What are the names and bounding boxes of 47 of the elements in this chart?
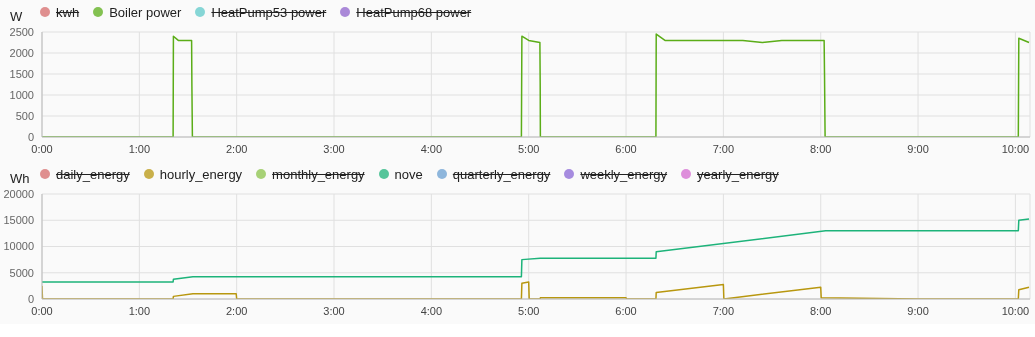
x-tick-label: 7:00 xyxy=(712,304,735,317)
x-tick-label: 9:00 xyxy=(907,142,929,155)
legend-label: weekly_energy xyxy=(580,166,668,182)
x-tick-label: 1:00 xyxy=(128,304,151,317)
legend-label: yearly_energy xyxy=(697,166,779,182)
x-tick-label: 2:00 xyxy=(225,304,248,317)
legend-label: HeatPump68 power xyxy=(356,4,472,20)
x-tick-label: 3:00 xyxy=(323,304,345,317)
y-tick-label: 0 xyxy=(27,130,34,143)
x-tick-label: 9:00 xyxy=(907,304,929,317)
x-tick-label: 0:00 xyxy=(31,142,53,155)
x-tick-label: 3:00 xyxy=(323,142,345,155)
legend-label: quarterly_energy xyxy=(452,166,551,182)
y-tick-label: 1500 xyxy=(9,67,34,80)
legend-label: daily_energy xyxy=(56,166,130,182)
legend-label: Boiler power xyxy=(109,4,182,20)
y-tick-label: 10000 xyxy=(3,240,34,253)
line-series xyxy=(42,218,1030,283)
x-tick-label: 10:00 xyxy=(1001,304,1030,317)
y-axis-title: Wh xyxy=(10,170,31,186)
x-tick-label: 10:00 xyxy=(1001,142,1030,155)
y-tick-label: 2500 xyxy=(9,25,34,38)
x-tick-label: 0:00 xyxy=(31,304,53,317)
x-tick-label: 1:00 xyxy=(128,142,151,155)
y-tick-label: 2000 xyxy=(9,46,34,59)
legend-label: hourly_energy xyxy=(159,166,243,182)
x-tick-label: 6:00 xyxy=(615,304,637,317)
y-tick-label: 0 xyxy=(27,292,34,305)
y-tick-label: 5000 xyxy=(9,266,34,279)
legend-label: kwh xyxy=(56,4,80,20)
y-tick-label: 15000 xyxy=(3,214,34,227)
y-tick-label: 1000 xyxy=(9,88,34,101)
x-tick-label: 2:00 xyxy=(225,142,248,155)
x-tick-label: 8:00 xyxy=(810,142,832,155)
x-tick-label: 5:00 xyxy=(517,142,540,155)
y-axis-title: W xyxy=(10,8,24,24)
x-tick-label: 5:00 xyxy=(517,304,540,317)
legend-label: HeatPump53 power xyxy=(211,4,327,20)
legend-label: monthly_energy xyxy=(272,166,365,182)
y-tick-label: 20000 xyxy=(3,187,34,200)
legend-label: nove xyxy=(394,166,423,182)
x-tick-label: 7:00 xyxy=(712,142,735,155)
x-tick-label: 6:00 xyxy=(615,142,637,155)
x-tick-label: 4:00 xyxy=(420,142,443,155)
x-tick-label: 8:00 xyxy=(810,304,832,317)
x-tick-label: 4:00 xyxy=(420,304,443,317)
y-tick-label: 500 xyxy=(15,109,34,122)
